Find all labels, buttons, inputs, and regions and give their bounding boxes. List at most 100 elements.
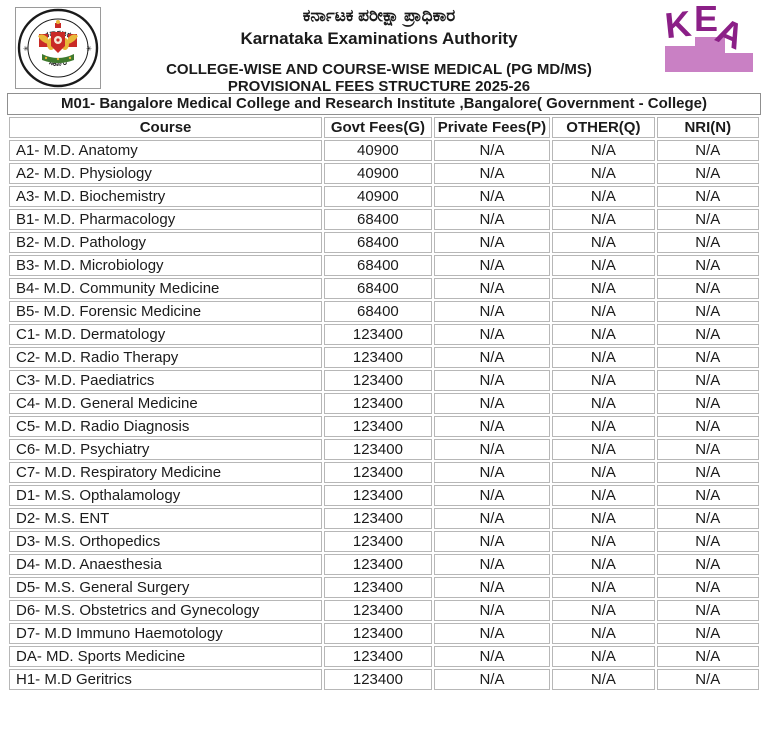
emblem-right-flower-icon: ✳ <box>86 45 92 53</box>
cell-course: A3- M.D. Biochemistry <box>9 186 323 207</box>
cell-private-fees: N/A <box>433 347 551 368</box>
cell-nri: N/A <box>656 508 759 529</box>
cell-nri: N/A <box>656 324 759 345</box>
emblem-left-flower-icon: ✳ <box>23 45 29 53</box>
cell-course: C3- M.D. Paediatrics <box>9 370 323 391</box>
cell-private-fees: N/A <box>433 508 551 529</box>
cell-govt-fees: 123400 <box>324 646 432 667</box>
cell-govt-fees: 123400 <box>324 600 432 621</box>
header-titles: ಕರ್ನಾಟಕ ಪರೀಕ್ಷಾ ಪ್ರಾಧಿಕಾರ Karnataka Exam… <box>105 4 653 95</box>
cell-private-fees: N/A <box>433 393 551 414</box>
cell-govt-fees: 123400 <box>324 416 432 437</box>
column-header-nri: NRI(N) <box>656 117 759 138</box>
cell-nri: N/A <box>656 232 759 253</box>
cell-nri: N/A <box>656 577 759 598</box>
cell-course: C5- M.D. Radio Diagnosis <box>9 416 323 437</box>
cell-other: N/A <box>552 324 655 345</box>
cell-private-fees: N/A <box>433 462 551 483</box>
cell-govt-fees: 40900 <box>324 186 432 207</box>
cell-govt-fees: 123400 <box>324 531 432 552</box>
cell-other: N/A <box>552 646 655 667</box>
cell-govt-fees: 68400 <box>324 301 432 322</box>
cell-nri: N/A <box>656 163 759 184</box>
document-title-line1: COLLEGE-WISE AND COURSE-WISE MEDICAL (PG… <box>166 61 592 78</box>
cell-govt-fees: 123400 <box>324 462 432 483</box>
cell-other: N/A <box>552 301 655 322</box>
cell-nri: N/A <box>656 370 759 391</box>
cell-course: D6- M.S. Obstetrics and Gynecology <box>9 600 323 621</box>
cell-govt-fees: 123400 <box>324 669 432 690</box>
table-row: B2- M.D. Pathology 68400 N/A N/A N/A <box>9 232 759 253</box>
page-header: ಕರ್ನಾಟಕ ಸರ್ಕಾರ ✳ ✳ ಕರ್ನಾಟಕ ಪರೀಕ <box>0 0 768 95</box>
cell-other: N/A <box>552 554 655 575</box>
cell-nri: N/A <box>656 669 759 690</box>
cell-other: N/A <box>552 278 655 299</box>
cell-other: N/A <box>552 416 655 437</box>
cell-nri: N/A <box>656 531 759 552</box>
cell-private-fees: N/A <box>433 577 551 598</box>
college-title-bar: M01- Bangalore Medical College and Resea… <box>7 93 761 115</box>
cell-govt-fees: 68400 <box>324 209 432 230</box>
table-row: A2- M.D. Physiology 40900 N/A N/A N/A <box>9 163 759 184</box>
cell-course: D1- M.S. Opthalamology <box>9 485 323 506</box>
cell-other: N/A <box>552 140 655 161</box>
cell-course: A1- M.D. Anatomy <box>9 140 323 161</box>
table-row: A3- M.D. Biochemistry 40900 N/A N/A N/A <box>9 186 759 207</box>
cell-nri: N/A <box>656 301 759 322</box>
cell-other: N/A <box>552 163 655 184</box>
table-row: D6- M.S. Obstetrics and Gynecology 123400… <box>9 600 759 621</box>
cell-other: N/A <box>552 462 655 483</box>
cell-course: DA- MD. Sports Medicine <box>9 646 323 667</box>
cell-govt-fees: 123400 <box>324 393 432 414</box>
cell-course: B3- M.D. Microbiology <box>9 255 323 276</box>
cell-course: H1- M.D Geritrics <box>9 669 323 690</box>
table-row: C1- M.D. Dermatology 123400 N/A N/A N/A <box>9 324 759 345</box>
cell-nri: N/A <box>656 439 759 460</box>
cell-private-fees: N/A <box>433 485 551 506</box>
cell-govt-fees: 68400 <box>324 255 432 276</box>
karnataka-government-emblem: ಕರ್ನಾಟಕ ಸರ್ಕಾರ ✳ ✳ <box>15 7 101 89</box>
table-row: D5- M.S. General Surgery 123400 N/A N/A N/A <box>9 577 759 598</box>
cell-nri: N/A <box>656 209 759 230</box>
cell-course: B1- M.D. Pharmacology <box>9 209 323 230</box>
cell-private-fees: N/A <box>433 646 551 667</box>
table-row: C7- M.D. Respiratory Medicine 123400 N/A N/… <box>9 462 759 483</box>
column-header-other: OTHER(Q) <box>552 117 655 138</box>
kea-letter-k: K <box>662 2 694 47</box>
cell-private-fees: N/A <box>433 232 551 253</box>
cell-govt-fees: 123400 <box>324 554 432 575</box>
table-header-row: Course Govt Fees(G) Private Fees(P) OTHE… <box>9 117 759 138</box>
cell-govt-fees: 123400 <box>324 485 432 506</box>
cell-other: N/A <box>552 623 655 644</box>
table-row: C5- M.D. Radio Diagnosis 123400 N/A N/A N/A <box>9 416 759 437</box>
cell-course: B2- M.D. Pathology <box>9 232 323 253</box>
table-row: C4- M.D. General Medicine 123400 N/A N/A N/A <box>9 393 759 414</box>
cell-other: N/A <box>552 531 655 552</box>
cell-course: C1- M.D. Dermatology <box>9 324 323 345</box>
cell-govt-fees: 68400 <box>324 278 432 299</box>
cell-other: N/A <box>552 186 655 207</box>
cell-course: B4- M.D. Community Medicine <box>9 278 323 299</box>
cell-course: B5- M.D. Forensic Medicine <box>9 301 323 322</box>
table-row: B3- M.D. Microbiology 68400 N/A N/A N/A <box>9 255 759 276</box>
cell-private-fees: N/A <box>433 209 551 230</box>
cell-private-fees: N/A <box>433 163 551 184</box>
cell-course: D4- M.D. Anaesthesia <box>9 554 323 575</box>
cell-private-fees: N/A <box>433 439 551 460</box>
cell-course: C6- M.D. Psychiatry <box>9 439 323 460</box>
cell-private-fees: N/A <box>433 623 551 644</box>
table-row: D4- M.D. Anaesthesia 123400 N/A N/A N/A <box>9 554 759 575</box>
table-row: B1- M.D. Pharmacology 68400 N/A N/A N/A <box>9 209 759 230</box>
cell-private-fees: N/A <box>433 255 551 276</box>
cell-govt-fees: 123400 <box>324 347 432 368</box>
table-row: D1- M.S. Opthalamology 123400 N/A N/A N/A <box>9 485 759 506</box>
cell-nri: N/A <box>656 278 759 299</box>
cell-other: N/A <box>552 370 655 391</box>
cell-other: N/A <box>552 255 655 276</box>
cell-course: C4- M.D. General Medicine <box>9 393 323 414</box>
cell-course: D3- M.S. Orthopedics <box>9 531 323 552</box>
cell-course: D2- M.S. ENT <box>9 508 323 529</box>
cell-nri: N/A <box>656 186 759 207</box>
cell-nri: N/A <box>656 462 759 483</box>
cell-other: N/A <box>552 209 655 230</box>
